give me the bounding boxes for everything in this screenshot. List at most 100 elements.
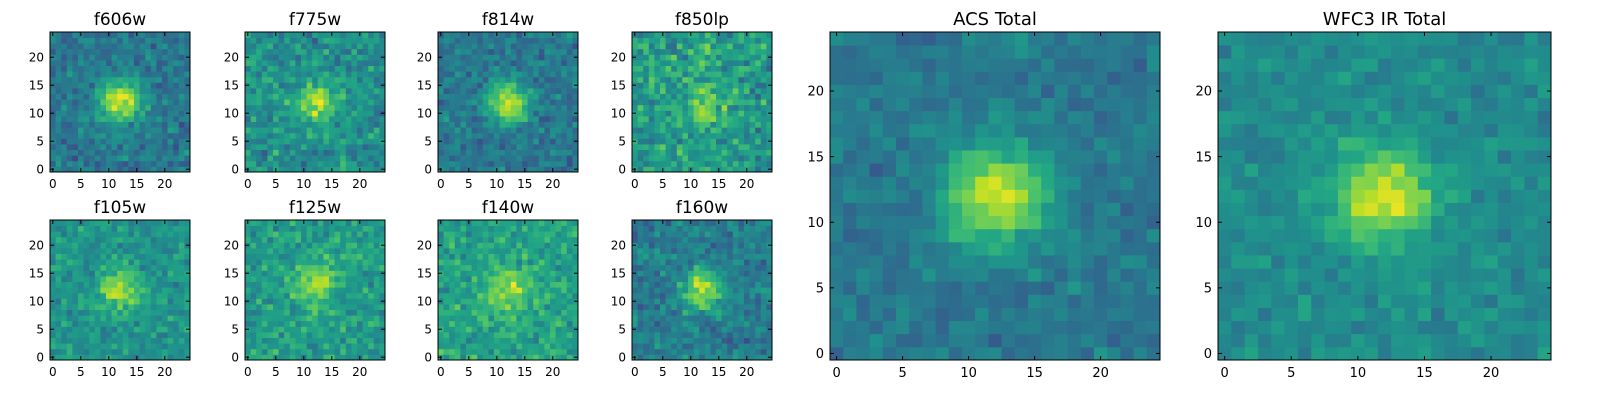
- heatmap-cell: [362, 337, 369, 344]
- heatmap-cell: [89, 225, 96, 232]
- heatmap-cell: [522, 304, 528, 310]
- heatmap-cell: [357, 121, 363, 128]
- heatmap-cell: [693, 104, 700, 111]
- heatmap-cells: [438, 32, 579, 173]
- heatmap-cell: [111, 276, 118, 282]
- heatmap-cell: [139, 220, 146, 226]
- heatmap-cell: [117, 65, 124, 72]
- heatmap-cell: [334, 43, 341, 50]
- heatmap-cell: [555, 32, 562, 38]
- heatmap-cell: [329, 65, 335, 72]
- heatmap-cell: [66, 110, 73, 117]
- heatmap-cell: [643, 149, 650, 156]
- heatmap-cell: [533, 132, 540, 139]
- heatmap-cell: [122, 354, 129, 361]
- heatmap-cell: [522, 99, 528, 106]
- heatmap-cell: [632, 48, 638, 55]
- heatmap-cell: [749, 326, 756, 333]
- heatmap-cell: [362, 248, 369, 254]
- heatmap-cell: [373, 343, 380, 350]
- heatmap-cell: [245, 76, 251, 83]
- heatmap-cell: [454, 354, 461, 361]
- heatmap-cell: [443, 264, 450, 271]
- heatmap-cell: [505, 276, 512, 282]
- heatmap-cell: [572, 320, 579, 327]
- heatmap-cell: [727, 132, 734, 139]
- heatmap-cell: [499, 166, 506, 173]
- heatmap-cell: [505, 65, 512, 72]
- heatmap-cell: [648, 315, 655, 322]
- heatmap-cell: [139, 127, 146, 134]
- heatmap-cell: [637, 48, 644, 55]
- heatmap-cell: [471, 155, 478, 162]
- heatmap-cell: [477, 320, 484, 327]
- heatmap-cell: [755, 48, 762, 55]
- heatmap-cell: [273, 116, 279, 122]
- heatmap-cell: [760, 309, 767, 316]
- heatmap-cell: [721, 99, 728, 106]
- heatmap-cell: [693, 320, 700, 327]
- heatmap-cell: [178, 104, 185, 111]
- heatmap-cell: [505, 220, 512, 226]
- heatmap-cell: [738, 304, 745, 310]
- heatmap-cell: [471, 166, 478, 173]
- heatmap-cell: [654, 76, 661, 83]
- heatmap-cell: [471, 292, 478, 299]
- heatmap-cell: [449, 127, 456, 134]
- heatmap-cell: [61, 348, 68, 355]
- heatmap-cell: [368, 138, 375, 145]
- heatmap-cell: [749, 337, 756, 344]
- heatmap-cell: [505, 32, 512, 38]
- heatmap-cell: [460, 348, 467, 355]
- heatmap-cell: [122, 37, 129, 44]
- heatmap-cell: [699, 304, 706, 310]
- heatmap-cell: [637, 88, 644, 94]
- heatmap-cell: [134, 99, 140, 106]
- heatmap-cell: [150, 281, 157, 288]
- heatmap-cell: [317, 281, 324, 288]
- heatmap-cell: [66, 116, 73, 122]
- heatmap-cell: [289, 149, 296, 156]
- heatmap-cell: [145, 82, 152, 89]
- heatmap-cell: [345, 304, 352, 310]
- heatmap-cell: [693, 60, 700, 66]
- heatmap-cell: [284, 82, 291, 89]
- heatmap-cell: [245, 253, 251, 260]
- heatmap-cell: [139, 304, 146, 310]
- heatmap-cell: [727, 348, 734, 355]
- heatmap-cell: [637, 292, 644, 299]
- heatmap-cell: [522, 93, 528, 100]
- heatmap-cell: [555, 149, 562, 156]
- heatmap-cell: [150, 138, 157, 145]
- heatmap-cell: [111, 127, 118, 134]
- heatmap-cell: [654, 116, 661, 122]
- heatmap-cell: [340, 264, 347, 271]
- heatmap-cell: [128, 99, 135, 106]
- heatmap-cell: [665, 121, 672, 128]
- heatmap-cell: [471, 343, 478, 350]
- heatmap-cell: [162, 248, 168, 254]
- heatmap-cell: [533, 253, 540, 260]
- heatmap-cell: [295, 65, 302, 72]
- heatmap-cell: [682, 43, 689, 50]
- heatmap-cell: [505, 225, 512, 232]
- heatmap-cell: [100, 43, 107, 50]
- heatmap-cell: [738, 138, 745, 145]
- heatmap-cell: [727, 304, 734, 310]
- heatmap-cell: [488, 65, 495, 72]
- heatmap-cell: [533, 149, 540, 156]
- heatmap-cell: [555, 354, 562, 361]
- heatmap-cell: [351, 242, 358, 249]
- heatmap-cell: [334, 138, 341, 145]
- heatmap-cell: [100, 60, 107, 66]
- heatmap-cell: [261, 54, 268, 61]
- heatmap-cell: [471, 32, 478, 38]
- heatmap-cell: [471, 104, 478, 111]
- heatmap-cell: [438, 332, 444, 338]
- heatmap-cell: [477, 264, 484, 271]
- heatmap-cell: [61, 225, 68, 232]
- heatmap-cell: [256, 292, 263, 299]
- heatmap-cell: [738, 88, 745, 94]
- heatmap-cell: [83, 354, 90, 361]
- heatmap-cell: [295, 88, 302, 94]
